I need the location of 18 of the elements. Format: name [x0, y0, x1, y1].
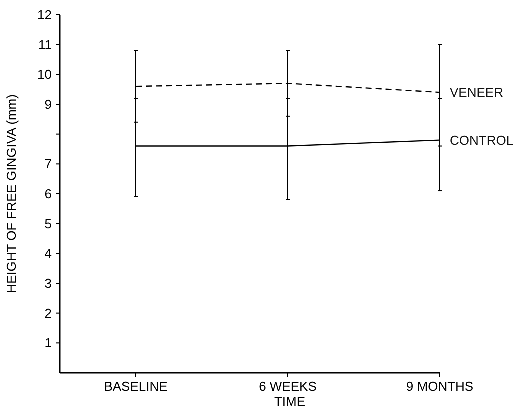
x-tick-label: 6 WEEKS	[259, 379, 318, 394]
y-tick-label: 3	[44, 276, 52, 292]
y-tick-label: 1	[44, 336, 52, 351]
y-tick-label: 5	[44, 216, 52, 232]
y-tick-label: 7	[44, 156, 52, 172]
x-tick-label: 9 MONTHS	[406, 379, 474, 394]
y-tick-label: 2	[44, 306, 52, 321]
y-tick-label: 6	[44, 186, 52, 202]
y-tick-label: 12	[38, 8, 52, 23]
x-axis-title: TIME	[274, 394, 306, 409]
series-label: CONTROL	[450, 132, 514, 148]
y-tick-label: 10	[38, 67, 52, 82]
y-axis-title: HEIGHT OF FREE GINGIVA (mm)	[4, 94, 19, 294]
y-tick-label: 9	[44, 97, 52, 112]
x-tick-label: BASELINE	[104, 379, 168, 394]
y-tick-label: 11	[38, 37, 52, 52]
series-label: VENEER	[450, 85, 504, 100]
y-tick-label: 4	[44, 246, 52, 262]
